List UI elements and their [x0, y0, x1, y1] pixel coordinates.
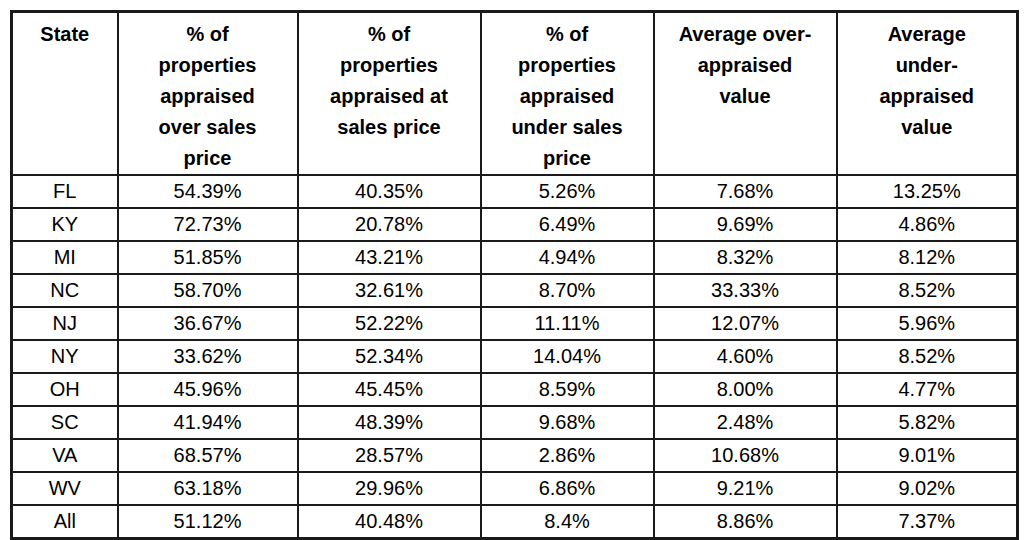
table-row: OH 45.96% 45.45% 8.59% 8.00% 4.77% [12, 373, 1018, 406]
state-cell: NJ [12, 307, 118, 340]
column-header-avg-underappraised: Average under- appraised value [837, 12, 1018, 176]
avg-underappraised-cell: 8.52% [837, 340, 1018, 373]
pct-at-cell: 48.39% [298, 406, 481, 439]
state-cell: All [12, 505, 118, 538]
state-cell: SC [12, 406, 118, 439]
table-row: NY 33.62% 52.34% 14.04% 4.60% 8.52% [12, 340, 1018, 373]
column-header-state: State [12, 12, 118, 176]
state-cell: FL [12, 175, 118, 208]
avg-overappraised-cell: 10.68% [654, 439, 837, 472]
pct-at-cell: 20.78% [298, 208, 481, 241]
column-header-pct-at: % of properties appraised at sales price [298, 12, 481, 176]
table-row: All 51.12% 40.48% 8.4% 8.86% 7.37% [12, 505, 1018, 538]
pct-over-cell: 41.94% [118, 406, 298, 439]
pct-at-cell: 28.57% [298, 439, 481, 472]
pct-at-cell: 43.21% [298, 241, 481, 274]
avg-overappraised-cell: 33.33% [654, 274, 837, 307]
state-cell: WV [12, 472, 118, 505]
pct-over-cell: 63.18% [118, 472, 298, 505]
pct-over-cell: 58.70% [118, 274, 298, 307]
pct-under-cell: 8.4% [481, 505, 654, 538]
pct-under-cell: 14.04% [481, 340, 654, 373]
table-row: KY 72.73% 20.78% 6.49% 9.69% 4.86% [12, 208, 1018, 241]
pct-at-cell: 52.22% [298, 307, 481, 340]
page: State % of properties appraised over sal… [0, 0, 1024, 540]
avg-overappraised-cell: 8.86% [654, 505, 837, 538]
pct-at-cell: 32.61% [298, 274, 481, 307]
pct-over-cell: 68.57% [118, 439, 298, 472]
column-header-pct-over: % of properties appraised over sales pri… [118, 12, 298, 176]
appraisal-table: State % of properties appraised over sal… [10, 10, 1019, 540]
pct-under-cell: 11.11% [481, 307, 654, 340]
pct-over-cell: 36.67% [118, 307, 298, 340]
table-row: WV 63.18% 29.96% 6.86% 9.21% 9.02% [12, 472, 1018, 505]
avg-underappraised-cell: 4.86% [837, 208, 1018, 241]
state-cell: VA [12, 439, 118, 472]
avg-underappraised-cell: 9.02% [837, 472, 1018, 505]
pct-under-cell: 5.26% [481, 175, 654, 208]
pct-under-cell: 9.68% [481, 406, 654, 439]
avg-overappraised-cell: 9.21% [654, 472, 837, 505]
table-row: NC 58.70% 32.61% 8.70% 33.33% 8.52% [12, 274, 1018, 307]
avg-overappraised-cell: 7.68% [654, 175, 837, 208]
column-header-pct-under: % of properties appraised under sales pr… [481, 12, 654, 176]
table-row: MI 51.85% 43.21% 4.94% 8.32% 8.12% [12, 241, 1018, 274]
pct-over-cell: 72.73% [118, 208, 298, 241]
table-body: FL 54.39% 40.35% 5.26% 7.68% 13.25% KY 7… [12, 175, 1018, 538]
state-cell: NY [12, 340, 118, 373]
avg-underappraised-cell: 4.77% [837, 373, 1018, 406]
avg-overappraised-cell: 8.32% [654, 241, 837, 274]
avg-underappraised-cell: 13.25% [837, 175, 1018, 208]
pct-over-cell: 33.62% [118, 340, 298, 373]
pct-at-cell: 40.35% [298, 175, 481, 208]
pct-at-cell: 40.48% [298, 505, 481, 538]
pct-under-cell: 6.49% [481, 208, 654, 241]
avg-overappraised-cell: 12.07% [654, 307, 837, 340]
avg-underappraised-cell: 7.37% [837, 505, 1018, 538]
pct-at-cell: 45.45% [298, 373, 481, 406]
state-cell: NC [12, 274, 118, 307]
pct-at-cell: 52.34% [298, 340, 481, 373]
pct-over-cell: 54.39% [118, 175, 298, 208]
pct-over-cell: 51.85% [118, 241, 298, 274]
avg-underappraised-cell: 8.52% [837, 274, 1018, 307]
pct-under-cell: 8.59% [481, 373, 654, 406]
pct-at-cell: 29.96% [298, 472, 481, 505]
header-row: State % of properties appraised over sal… [12, 12, 1018, 176]
avg-underappraised-cell: 5.82% [837, 406, 1018, 439]
table-row: SC 41.94% 48.39% 9.68% 2.48% 5.82% [12, 406, 1018, 439]
table-row: FL 54.39% 40.35% 5.26% 7.68% 13.25% [12, 175, 1018, 208]
state-cell: KY [12, 208, 118, 241]
column-header-avg-overappraised: Average over- appraised value [654, 12, 837, 176]
avg-overappraised-cell: 8.00% [654, 373, 837, 406]
pct-under-cell: 6.86% [481, 472, 654, 505]
pct-over-cell: 51.12% [118, 505, 298, 538]
avg-overappraised-cell: 2.48% [654, 406, 837, 439]
pct-under-cell: 4.94% [481, 241, 654, 274]
table-row: VA 68.57% 28.57% 2.86% 10.68% 9.01% [12, 439, 1018, 472]
avg-overappraised-cell: 4.60% [654, 340, 837, 373]
pct-over-cell: 45.96% [118, 373, 298, 406]
state-cell: OH [12, 373, 118, 406]
pct-under-cell: 8.70% [481, 274, 654, 307]
state-cell: MI [12, 241, 118, 274]
avg-underappraised-cell: 5.96% [837, 307, 1018, 340]
avg-underappraised-cell: 8.12% [837, 241, 1018, 274]
pct-under-cell: 2.86% [481, 439, 654, 472]
avg-overappraised-cell: 9.69% [654, 208, 837, 241]
avg-underappraised-cell: 9.01% [837, 439, 1018, 472]
table-header: State % of properties appraised over sal… [12, 12, 1018, 176]
table-row: NJ 36.67% 52.22% 11.11% 12.07% 5.96% [12, 307, 1018, 340]
